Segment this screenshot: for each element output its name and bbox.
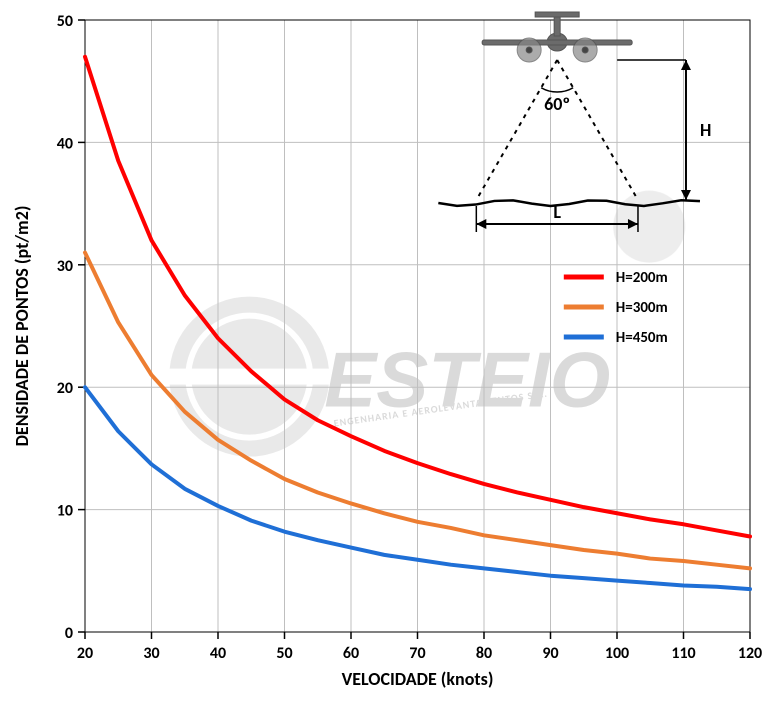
x-axis-label: VELOCIDADE (knots) [342, 668, 494, 690]
svg-text:80: 80 [476, 644, 492, 663]
chart-svg: ESTEIOENGENHARIA E AEROLEVANTAMENTOS S.A… [0, 0, 768, 707]
svg-text:L: L [553, 201, 561, 223]
svg-text:40: 40 [210, 644, 226, 663]
svg-text:50: 50 [57, 12, 73, 31]
legend-label: H=450m [616, 329, 668, 347]
svg-text:90: 90 [542, 644, 558, 663]
svg-text:0: 0 [65, 624, 73, 643]
chart-container: ESTEIOENGENHARIA E AEROLEVANTAMENTOS S.A… [0, 0, 768, 707]
svg-text:50: 50 [276, 644, 292, 663]
svg-text:10: 10 [57, 502, 73, 521]
svg-text:H: H [700, 119, 711, 141]
y-axis-label: DENSIDADE DE PONTOS (pt/m2) [11, 206, 33, 447]
svg-text:60º: 60º [544, 93, 570, 115]
svg-text:70: 70 [409, 644, 425, 663]
legend-label: H=200m [616, 269, 668, 287]
svg-text:100: 100 [605, 644, 629, 663]
svg-text:20: 20 [77, 644, 93, 663]
legend-label: H=300m [616, 299, 668, 317]
svg-text:20: 20 [57, 379, 73, 398]
svg-text:40: 40 [57, 134, 73, 153]
svg-text:110: 110 [671, 644, 695, 663]
svg-text:60: 60 [343, 644, 359, 663]
svg-text:30: 30 [57, 257, 73, 276]
svg-text:30: 30 [143, 644, 159, 663]
svg-text:120: 120 [738, 644, 762, 663]
